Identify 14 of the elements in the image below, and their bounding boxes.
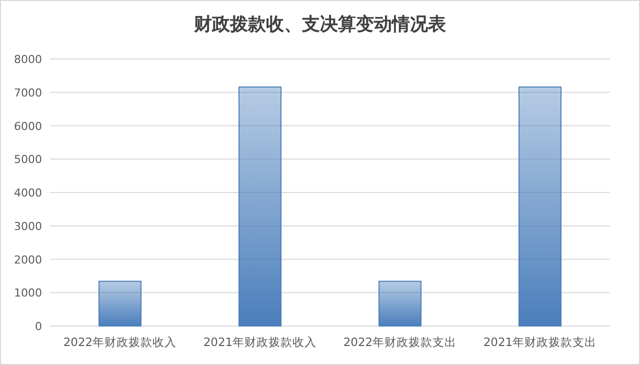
y-tick-label: 7000 (14, 86, 42, 100)
y-tick-label: 6000 (14, 120, 42, 133)
y-tick-label: 1000 (14, 286, 42, 300)
y-tick-label: 8000 (14, 53, 42, 66)
x-tick-label: 2021年财政拨款收入 (203, 335, 317, 349)
x-tick-label: 2022年财政拨款支出 (343, 335, 457, 349)
x-tick-label: 2021年财政拨款支出 (483, 335, 597, 349)
y-tick-label: 4000 (14, 186, 42, 200)
x-tick-label: 2022年财政拨款收入 (63, 335, 177, 349)
y-tick-label: 2000 (14, 253, 42, 266)
y-tick-label: 3000 (14, 220, 42, 233)
y-tick-label: 0 (35, 320, 42, 333)
y-tick-label: 5000 (14, 153, 42, 166)
chart-title: 财政拨款收、支决算变动情况表 (193, 14, 446, 34)
